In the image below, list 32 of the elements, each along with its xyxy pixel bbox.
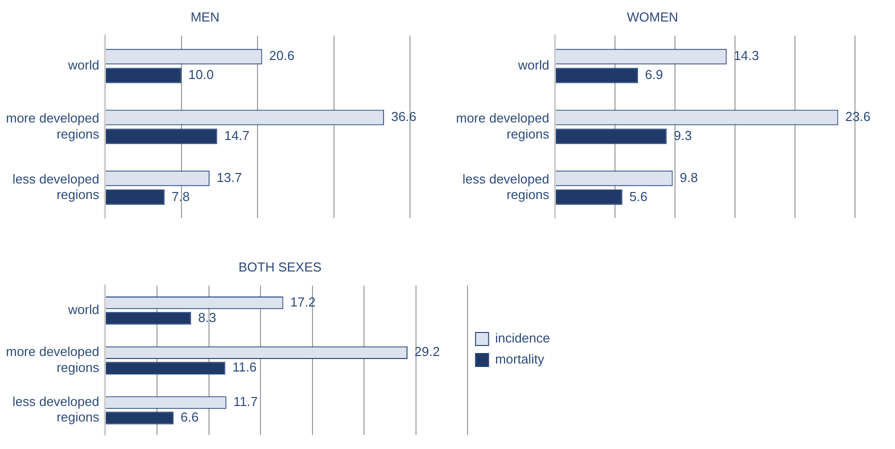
data-label: 11.7 <box>233 394 258 410</box>
data-label: 29.2 <box>414 344 440 360</box>
data-label: 17.2 <box>290 294 316 310</box>
chart-title: MEN <box>190 9 220 24</box>
data-label: 36.6 <box>391 109 416 124</box>
legend-label: mortality <box>495 352 545 367</box>
y-tick-label: world <box>67 58 100 73</box>
y-tick-label: less developed regions <box>12 172 100 202</box>
data-label: 14.7 <box>224 128 250 143</box>
data-label: 6.6 <box>180 410 199 425</box>
chart-title: BOTH SEXES <box>238 259 322 274</box>
data-label: 7.8 <box>172 188 190 204</box>
data-label: 23.6 <box>845 109 871 124</box>
data-label: 14.3 <box>734 48 760 64</box>
data-label: 8.3 <box>198 310 216 325</box>
data-label: 9.8 <box>680 170 698 185</box>
data-label: 6.9 <box>644 67 664 82</box>
legend-label: incidence <box>495 330 550 346</box>
y-tick-label: world <box>517 58 550 73</box>
y-tick-label: less developed regions <box>462 172 550 202</box>
data-label: 5.6 <box>629 188 648 204</box>
data-label: 11.6 <box>232 360 257 375</box>
y-tick-label: more developed regions <box>456 110 550 142</box>
y-tick-label: less developed regions <box>12 394 100 425</box>
data-label: 20.6 <box>269 48 294 64</box>
data-label: 13.7 <box>216 170 242 185</box>
y-tick-label: more developed regions <box>6 344 100 375</box>
y-tick-label: more developed regions <box>6 110 100 142</box>
data-label: 10.0 <box>188 67 214 82</box>
data-label: 9.3 <box>674 128 692 143</box>
chart-title: WOMEN <box>626 9 678 24</box>
y-tick-label: world <box>67 302 100 318</box>
